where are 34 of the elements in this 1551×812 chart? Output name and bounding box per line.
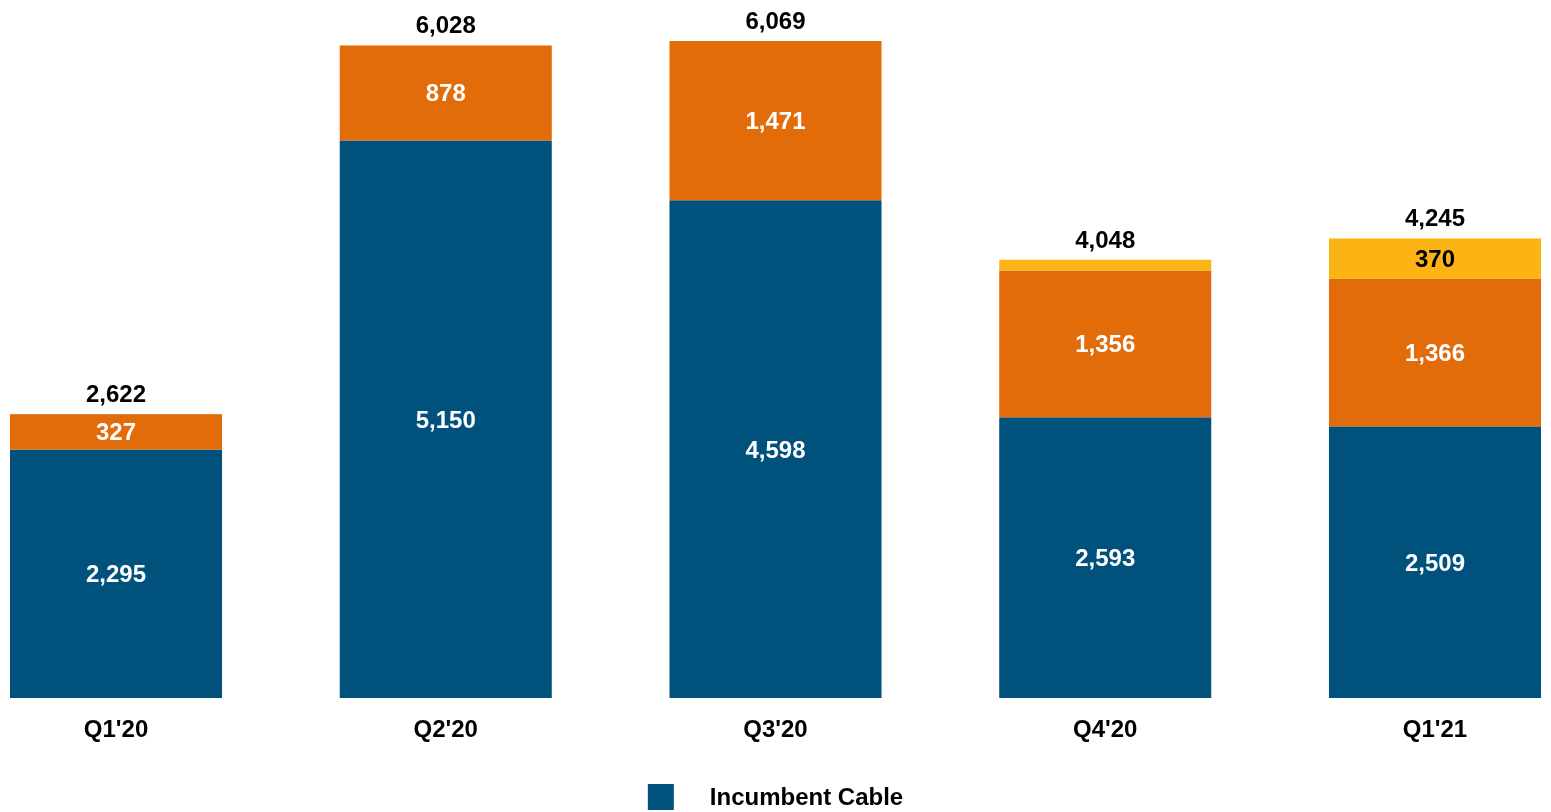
bar xyxy=(669,200,882,698)
data-label: 327 xyxy=(95,418,137,446)
total-label: 4,245 xyxy=(1404,204,1466,232)
x-tick-label: Q3'20 xyxy=(743,715,808,743)
data-label: 370 xyxy=(1414,244,1456,272)
bar xyxy=(10,414,223,450)
bar xyxy=(999,417,1212,698)
bar xyxy=(1328,426,1541,698)
bar xyxy=(1328,238,1541,279)
bar xyxy=(999,259,1212,271)
data-label: 2,295 xyxy=(85,560,147,588)
data-label: 2,509 xyxy=(1404,548,1466,576)
x-tick-label: Q1'20 xyxy=(83,715,149,743)
bar xyxy=(999,270,1212,418)
x-tick-label: Q2'20 xyxy=(413,715,478,743)
total-label: 2,622 xyxy=(85,380,147,408)
data-label: 1,356 xyxy=(1075,330,1136,358)
total-label: 6,028 xyxy=(415,11,476,39)
data-label: 878 xyxy=(425,79,466,107)
bar xyxy=(669,41,882,201)
total-label: 4,048 xyxy=(1075,225,1136,253)
x-tick-label: Q4'20 xyxy=(1073,715,1138,743)
data-label: 5,150 xyxy=(415,405,476,433)
x-tick-label: Q1'21 xyxy=(1402,715,1468,743)
bar xyxy=(10,449,223,698)
bar xyxy=(1328,278,1541,427)
data-label: 1,366 xyxy=(1404,338,1466,366)
data-label: 4,598 xyxy=(745,435,806,463)
bar xyxy=(339,45,552,141)
data-label: 2,593 xyxy=(1075,544,1136,572)
total-label: 6,069 xyxy=(745,7,806,34)
data-label: 1,471 xyxy=(745,107,806,135)
legend-label: Incumbent Cable xyxy=(709,783,904,811)
bar xyxy=(339,140,552,698)
